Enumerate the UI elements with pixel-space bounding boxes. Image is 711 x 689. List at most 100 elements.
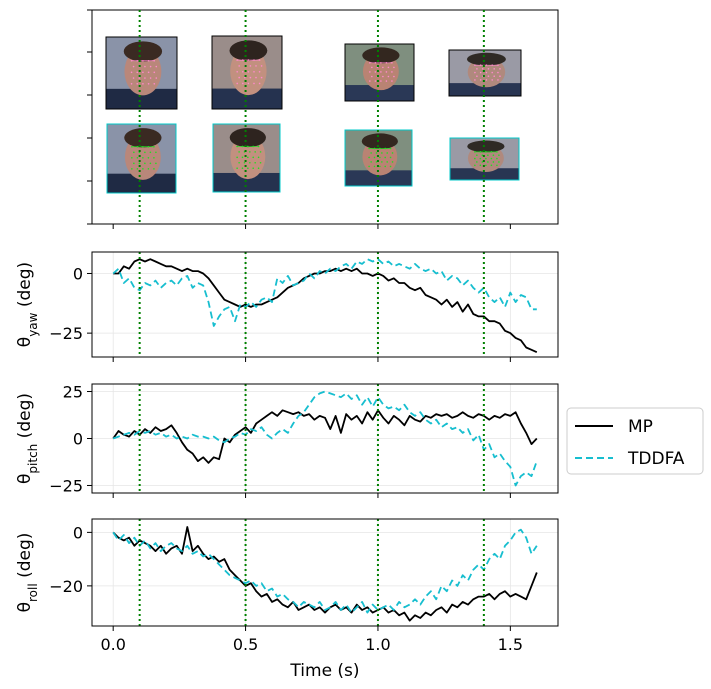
thumb-top-1-landmark <box>260 76 263 79</box>
thumb-bottom-1-landmark <box>241 167 244 169</box>
thumb-top-3-landmark <box>476 68 478 70</box>
series-line-mp <box>113 258 538 354</box>
thumb-bottom-3-landmark <box>474 157 476 160</box>
thumb-top-2-landmark <box>369 80 371 82</box>
roll-axis-title: θroll (deg) <box>15 533 40 613</box>
xtick-label-0: 0.0 <box>100 635 125 654</box>
thumb-bottom-2-landmark <box>370 161 372 163</box>
thumb-bottom-0-hair <box>124 128 162 148</box>
thumb-bottom-2-landmark <box>386 161 389 163</box>
thumb-top-2-landmark <box>369 71 371 73</box>
thumb-top-3-landmark <box>474 71 476 74</box>
thumb-bottom-3-landmark <box>490 164 493 167</box>
ytick-label-1: −25 <box>49 324 83 343</box>
thumb-top-1-landmark <box>249 65 252 67</box>
thumb-bottom-2-landmark <box>368 156 370 159</box>
thumb-bottom-1-landmark <box>243 161 246 164</box>
ytick-label-0: 0 <box>73 523 83 542</box>
thumb-top-2-landmark <box>382 75 384 78</box>
thumb-bottom-2-hair <box>361 133 398 150</box>
thumb-top-3-landmark <box>476 75 478 78</box>
thumb-top-0-landmark <box>132 77 135 79</box>
thumb-bottom-1-landmark <box>259 161 262 164</box>
thumb-top-0-hair <box>123 41 163 62</box>
panel-frame <box>91 251 559 358</box>
ytick-label-1: 0 <box>73 430 83 449</box>
thumb-top-2-landmark <box>385 80 388 82</box>
series-line-mp <box>112 526 538 622</box>
thumb-top-1-border <box>211 35 283 110</box>
thumb-bottom-0-landmark <box>133 162 135 165</box>
thumb-bottom-2-landmark <box>389 156 392 159</box>
thumb-bottom-1-landmark <box>252 167 254 169</box>
thumb-top-2-landmark <box>382 66 384 69</box>
thumb-top-0-landmark <box>155 65 158 68</box>
thumb-top-1-landmark <box>236 70 238 73</box>
thumb-top-3-landmark <box>487 75 490 78</box>
thumb-top-2-border <box>344 43 415 102</box>
thumb-top-3-hair <box>467 52 506 66</box>
thumb-bottom-1-landmark <box>236 156 238 159</box>
thumb-top-3-shirt <box>449 83 521 96</box>
thumb-top-0-landmark <box>144 65 146 68</box>
thumb-top-1-landmark <box>247 70 250 73</box>
x-axis-title: Time (s) <box>289 661 359 681</box>
thumb-bottom-3-landmark <box>481 154 484 157</box>
thumbnail-top-2 <box>344 43 415 102</box>
thumb-bottom-0-border <box>106 123 177 194</box>
thumb-bottom-0-landmark <box>142 168 144 170</box>
thumb-bottom-1-landmark <box>241 156 244 159</box>
thumb-bottom-3-landmark <box>496 157 498 160</box>
xtick-label-1: 0.5 <box>233 635 258 654</box>
thumb-top-0-landmark <box>136 83 139 85</box>
thumb-bottom-0-landmark <box>147 157 150 159</box>
thumb-bottom-3-landmark <box>490 157 493 160</box>
thumb-top-1-landmark <box>260 65 263 67</box>
thumbnail-bottom-1 <box>212 123 281 193</box>
thumb-top-3-landmark <box>491 79 494 81</box>
thumb-top-3-landmark <box>479 71 482 74</box>
ytick-label-0: 0 <box>73 264 83 283</box>
thumb-bottom-1-landmark <box>247 167 249 169</box>
thumb-top-3-landmark <box>485 71 488 74</box>
thumb-top-2-landmark <box>387 66 390 69</box>
thumb-bottom-0-landmark <box>142 157 144 159</box>
thumb-top-2-landmark <box>391 71 393 73</box>
xtick-label-3: 1.5 <box>498 635 523 654</box>
thumb-top-3-landmark <box>493 68 496 70</box>
thumb-bottom-2-landmark <box>381 152 383 154</box>
thumb-bottom-2-landmark <box>370 152 372 154</box>
thumb-top-1-landmark <box>249 76 252 79</box>
thumb-bottom-1-hair <box>229 128 266 148</box>
thumb-top-3-landmark <box>497 64 499 66</box>
thumb-top-3-landmark <box>491 71 494 74</box>
thumb-top-3-landmark <box>474 79 476 81</box>
thumb-top-1-landmark <box>236 82 238 85</box>
thumb-bottom-3-landmark <box>492 161 495 163</box>
thumb-bottom-3-landmark <box>476 161 478 163</box>
thumb-bottom-3-landmark <box>485 157 487 160</box>
series-line-tddfa <box>112 528 538 614</box>
thumb-bottom-2-landmark <box>375 161 378 163</box>
thumb-bottom-3-landmark <box>474 164 476 167</box>
thumb-bottom-2-landmark <box>389 165 392 168</box>
thumb-top-1-landmark <box>253 70 255 73</box>
panel-frame <box>91 518 559 627</box>
thumb-bottom-2-landmark <box>386 152 389 154</box>
plot-area <box>112 390 538 487</box>
thumb-top-1-shirt <box>212 88 282 109</box>
legend-label-mp: MP <box>628 417 653 437</box>
thumb-bottom-1-landmark <box>252 156 254 159</box>
thumb-bottom-3-landmark <box>487 154 489 157</box>
pitch-panel: 25 0 −25 <box>49 383 559 498</box>
thumb-bottom-2-landmark <box>373 156 376 159</box>
thumb-top-3-landmark <box>493 75 496 78</box>
thumb-top-2-landmark <box>374 80 377 82</box>
thumb-bottom-3-hair <box>467 140 505 153</box>
thumb-bottom-0-landmark <box>149 162 152 165</box>
thumb-top-1-landmark <box>247 82 250 85</box>
thumb-bottom-0-landmark <box>131 168 133 170</box>
thumb-top-2-landmark <box>385 71 388 73</box>
thumb-top-1-landmark <box>238 76 240 79</box>
thumb-bottom-2-shirt <box>345 170 412 186</box>
